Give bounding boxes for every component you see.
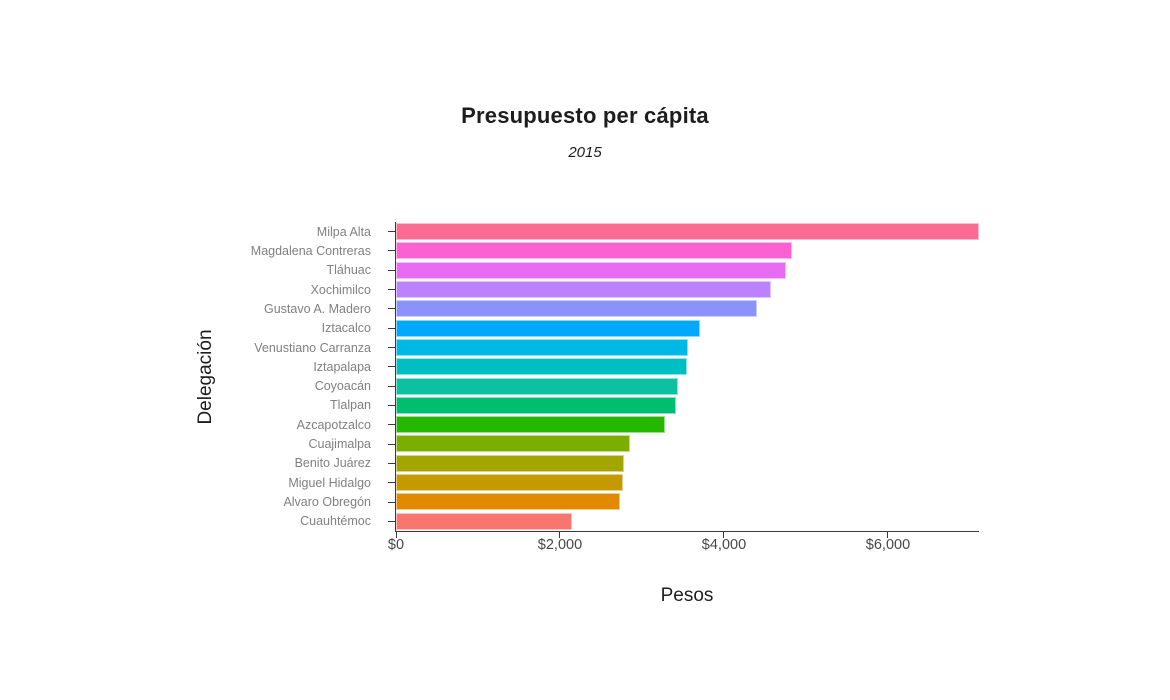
x-tick (723, 532, 725, 538)
y-tick-label: Milpa Alta (316, 224, 371, 239)
bar (396, 280, 771, 298)
bar (396, 396, 676, 414)
y-tick (388, 482, 395, 484)
chart-title: Presupuesto per cápita (461, 103, 709, 128)
y-tick-label: Cuauhtémoc (300, 514, 371, 529)
y-tick-label: Alvaro Obregón (283, 495, 371, 510)
y-tick (388, 308, 395, 310)
y-tick (388, 520, 395, 522)
y-tick-label: Azcapotzalco (296, 417, 371, 432)
bar (396, 261, 787, 279)
y-tick-label: Cuajimalpa (308, 437, 371, 452)
y-tick (388, 404, 395, 406)
x-tick (559, 532, 561, 538)
bar (396, 377, 679, 395)
y-tick-label: Magdalena Contreras (250, 243, 371, 258)
bar (396, 416, 665, 434)
y-tick (388, 366, 395, 368)
y-tick-label: Tláhuac (326, 263, 371, 278)
y-tick (388, 250, 395, 252)
bar (396, 242, 793, 260)
bar (396, 454, 624, 472)
x-tick (887, 532, 889, 538)
y-axis-labels: Milpa Alta Magdalena Contreras Tláhuac Xoch… (0, 222, 371, 531)
y-tick-label: Iztapalapa (313, 359, 371, 374)
x-tick-label: $0 (387, 537, 405, 553)
bar (396, 300, 757, 318)
y-tick-label: Coyoacán (314, 379, 371, 394)
y-tick (388, 231, 395, 233)
x-tick-label: $6,000 (865, 537, 911, 553)
y-tick-label: Gustavo A. Madero (263, 301, 371, 316)
y-tick-label: Iztacalco (321, 321, 371, 336)
y-tick (388, 424, 395, 426)
x-tick-label: $4,000 (701, 537, 747, 553)
y-tick (388, 269, 395, 271)
bar (396, 319, 701, 337)
plot-area (388, 222, 979, 538)
y-tick (388, 462, 395, 464)
y-tick (388, 289, 395, 291)
x-axis-title: Pesos (660, 585, 714, 606)
y-tick (388, 385, 395, 387)
y-tick (388, 443, 395, 445)
y-tick-label: Venustiano Carranza (254, 340, 371, 355)
bar (396, 512, 573, 530)
y-tick (388, 327, 395, 329)
x-tick-label: $2,000 (537, 537, 583, 553)
y-tick (388, 501, 395, 503)
chart-subtitle: 2015 (568, 144, 602, 161)
bar (396, 358, 688, 376)
y-tick-label: Xochimilco (310, 282, 371, 297)
bar (396, 435, 630, 453)
y-axis-title: Delegación (195, 329, 216, 425)
y-tick-label: Tlalpan (330, 398, 371, 413)
bar (396, 493, 620, 511)
bar (396, 223, 979, 240)
x-tick (395, 532, 397, 538)
bar (396, 474, 624, 492)
y-tick-label: Miguel Hidalgo (288, 475, 371, 490)
bar (396, 338, 688, 356)
y-tick (388, 347, 395, 349)
y-tick-label: Benito Juárez (294, 456, 371, 471)
